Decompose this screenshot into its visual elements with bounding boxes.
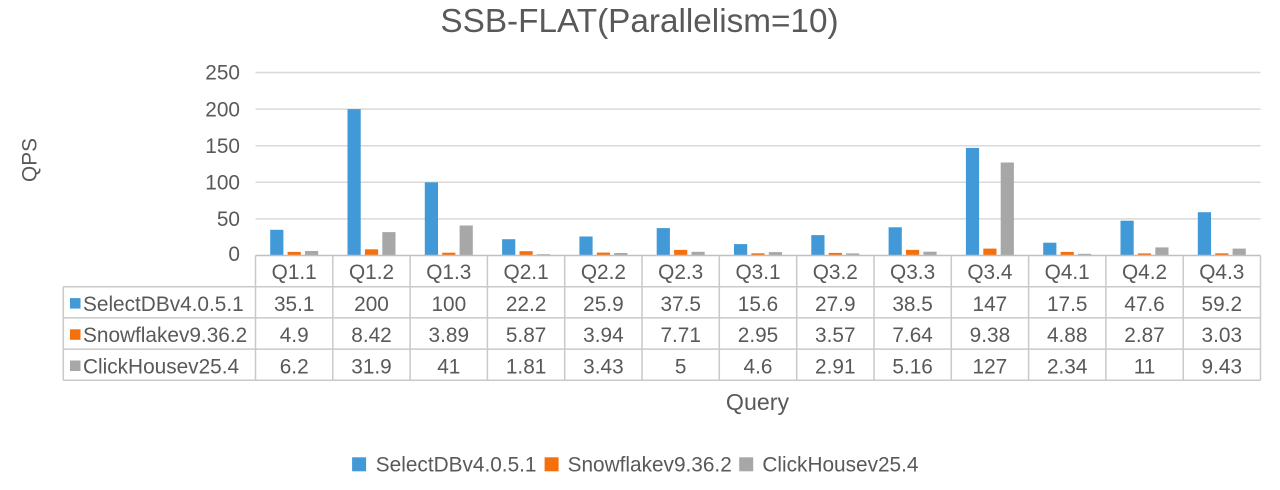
svg-text:27.9: 27.9 — [815, 293, 855, 316]
svg-text:Query: Query — [726, 389, 790, 415]
svg-text:150: 150 — [205, 135, 240, 158]
svg-text:Q3.1: Q3.1 — [735, 261, 780, 284]
svg-text:Q1.3: Q1.3 — [426, 261, 471, 284]
svg-text:5.87: 5.87 — [506, 324, 546, 347]
svg-text:100: 100 — [205, 172, 240, 195]
svg-text:Q1.2: Q1.2 — [349, 261, 394, 284]
svg-text:SelectDBv4.0.5.1: SelectDBv4.0.5.1 — [376, 454, 537, 477]
svg-text:Q4.3: Q4.3 — [1199, 261, 1244, 284]
svg-text:3.43: 3.43 — [583, 355, 623, 378]
svg-text:8.42: 8.42 — [351, 324, 391, 347]
svg-text:41: 41 — [437, 355, 460, 378]
svg-text:9.38: 9.38 — [970, 324, 1010, 347]
svg-text:6.2: 6.2 — [280, 355, 309, 378]
svg-text:SSB-FLAT(Parallelism=10): SSB-FLAT(Parallelism=10) — [440, 3, 838, 40]
svg-text:Q3.3: Q3.3 — [890, 261, 935, 284]
svg-text:35.1: 35.1 — [274, 293, 314, 316]
svg-text:1.81: 1.81 — [506, 355, 546, 378]
svg-text:Snowflakev9.36.2: Snowflakev9.36.2 — [568, 454, 732, 477]
svg-text:17.5: 17.5 — [1047, 293, 1087, 316]
svg-text:250: 250 — [205, 62, 240, 85]
svg-text:3.03: 3.03 — [1202, 324, 1242, 347]
svg-text:QPS: QPS — [19, 138, 42, 182]
svg-text:50: 50 — [217, 208, 240, 231]
svg-text:25.9: 25.9 — [583, 293, 623, 316]
svg-text:ClickHousev25.4: ClickHousev25.4 — [762, 454, 918, 477]
svg-text:9.43: 9.43 — [1202, 355, 1242, 378]
svg-text:4.88: 4.88 — [1047, 324, 1087, 347]
svg-text:2.95: 2.95 — [738, 324, 778, 347]
svg-text:4.9: 4.9 — [280, 324, 309, 347]
svg-text:Q3.4: Q3.4 — [967, 261, 1012, 284]
svg-text:3.94: 3.94 — [583, 324, 623, 347]
svg-text:Q3.2: Q3.2 — [813, 261, 858, 284]
svg-text:7.64: 7.64 — [892, 324, 932, 347]
svg-text:47.6: 47.6 — [1124, 293, 1164, 316]
svg-text:3.89: 3.89 — [429, 324, 469, 347]
svg-text:2.34: 2.34 — [1047, 355, 1087, 378]
svg-text:0: 0 — [228, 243, 240, 266]
svg-text:100: 100 — [431, 293, 466, 316]
svg-text:SelectDBv4.0.5.1: SelectDBv4.0.5.1 — [83, 293, 244, 316]
svg-text:15.6: 15.6 — [738, 293, 778, 316]
svg-text:2.87: 2.87 — [1124, 324, 1164, 347]
svg-text:147: 147 — [973, 293, 1008, 316]
svg-text:4.6: 4.6 — [744, 355, 773, 378]
svg-text:Snowflakev9.36.2: Snowflakev9.36.2 — [83, 324, 247, 347]
svg-text:2.91: 2.91 — [815, 355, 855, 378]
svg-text:38.5: 38.5 — [892, 293, 932, 316]
svg-text:11: 11 — [1134, 355, 1156, 378]
svg-text:Q4.1: Q4.1 — [1045, 261, 1090, 284]
svg-text:Q2.1: Q2.1 — [504, 261, 549, 284]
svg-text:127: 127 — [973, 355, 1008, 378]
svg-text:7.71: 7.71 — [660, 324, 700, 347]
svg-text:31.9: 31.9 — [351, 355, 391, 378]
svg-text:59.2: 59.2 — [1202, 293, 1242, 316]
svg-text:Q2.2: Q2.2 — [581, 261, 626, 284]
svg-text:ClickHousev25.4: ClickHousev25.4 — [83, 355, 239, 378]
svg-text:Q1.1: Q1.1 — [272, 261, 317, 284]
svg-text:Q4.2: Q4.2 — [1122, 261, 1167, 284]
svg-text:3.57: 3.57 — [815, 324, 855, 347]
svg-text:200: 200 — [354, 293, 389, 316]
svg-text:200: 200 — [205, 98, 240, 121]
svg-text:22.2: 22.2 — [506, 293, 546, 316]
svg-text:5: 5 — [675, 355, 687, 378]
svg-text:Q2.3: Q2.3 — [658, 261, 703, 284]
svg-text:37.5: 37.5 — [660, 293, 700, 316]
svg-text:5.16: 5.16 — [892, 355, 932, 378]
